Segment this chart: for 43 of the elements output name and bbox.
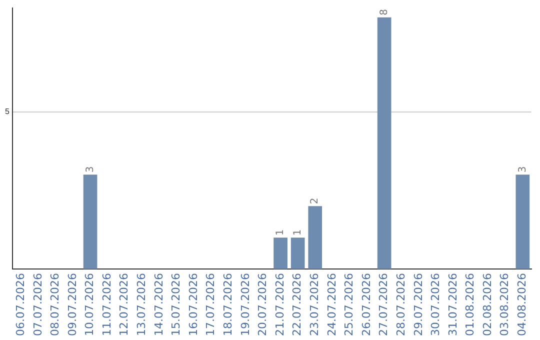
x-tick-label: 09.07.2026 — [66, 273, 79, 336]
x-tick-label: 17.07.2026 — [204, 273, 218, 336]
x-tick-label: 19.07.2026 — [238, 273, 252, 336]
x-tick-label: 16.07.2026 — [186, 273, 200, 336]
data-label: 1 — [275, 229, 286, 236]
x-tick-label: 24.07.2026 — [325, 273, 338, 336]
y-tick-label: 5 — [4, 106, 10, 116]
x-tick-label: 14.07.2026 — [152, 273, 166, 336]
x-tick-label: 28.07.2026 — [394, 273, 408, 336]
x-tick-label: 10.07.2026 — [83, 273, 96, 336]
bar — [274, 238, 288, 270]
data-label: 3 — [517, 166, 528, 173]
bar — [516, 174, 530, 270]
bar — [290, 238, 305, 270]
data-label: 3 — [84, 166, 96, 173]
x-tick-label: 06.07.2026 — [14, 273, 27, 336]
data-label: 8 — [378, 9, 390, 16]
x-tick-label: 30.07.2026 — [429, 273, 442, 336]
x-tick-label: 04.08.2026 — [516, 273, 529, 336]
x-tick-label: 20.07.2026 — [256, 273, 270, 336]
x-tick-label: 25.07.2026 — [342, 273, 356, 336]
x-tick-label: 29.07.2026 — [412, 273, 425, 336]
x-tick-label: 03.08.2026 — [498, 273, 512, 336]
bar — [377, 17, 392, 270]
x-tick-label: 08.07.2026 — [48, 273, 62, 336]
x-tick-label: 01.08.2026 — [464, 273, 477, 336]
x-tick-label: 18.07.2026 — [222, 273, 234, 336]
x-tick-label: 22.07.2026 — [290, 273, 304, 336]
x-tick-label: 21.07.2026 — [273, 273, 286, 336]
x-tick-label: 02.08.2026 — [480, 273, 494, 336]
data-label: 2 — [310, 198, 321, 204]
bar — [83, 174, 98, 270]
x-tick-label: 26.07.2026 — [360, 273, 373, 336]
bar — [308, 206, 322, 270]
x-tick-label: 31.07.2026 — [446, 273, 460, 336]
data-label: 1 — [292, 229, 304, 236]
x-tick-label: 13.07.2026 — [135, 273, 148, 336]
x-tick-label: 11.07.2026 — [100, 273, 114, 336]
x-tick-label: 23.07.2026 — [308, 273, 321, 336]
x-tick-label: 12.07.2026 — [118, 273, 131, 336]
x-tick-label: 07.07.2026 — [31, 273, 44, 336]
x-tick-label: 15.07.2026 — [170, 273, 183, 336]
x-tick-label: 27.07.2026 — [377, 273, 390, 336]
